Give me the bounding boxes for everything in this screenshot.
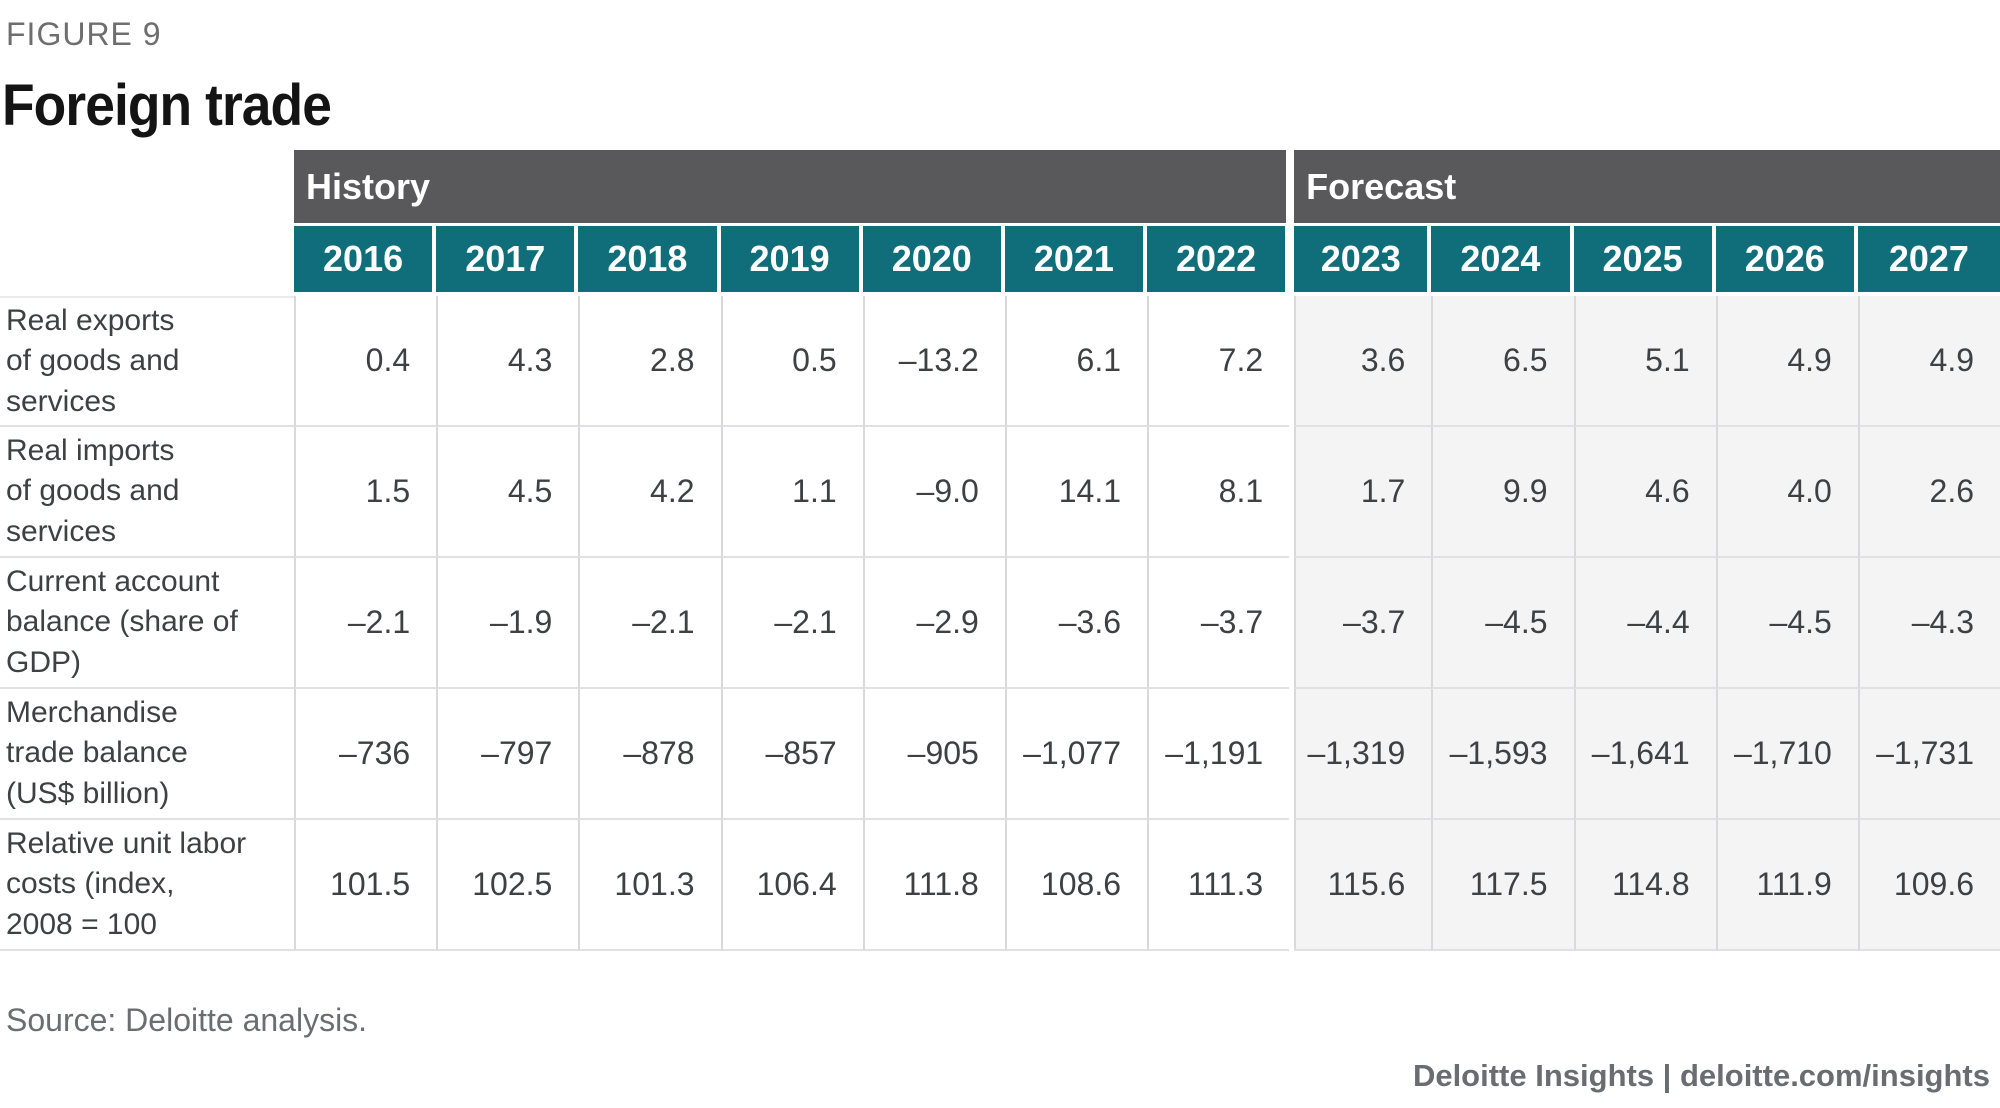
table-cell-2022: –3.7 — [1147, 558, 1290, 689]
table-cell-2021: 108.6 — [1004, 820, 1147, 951]
source-note: Source: Deloitte analysis. — [6, 1002, 368, 1038]
year-header-2025: 2025 — [1573, 226, 1712, 292]
foreign-trade-table: History Forecast 2016 2017 2018 2019 2020 2021 2… — [0, 150, 2000, 951]
table-cell-2016: –736 — [294, 689, 437, 820]
table-cell-2026: 4.9 — [1715, 296, 1858, 427]
table-cell-2016: –2.1 — [294, 558, 437, 689]
table-cell-2021: –1,077 — [1004, 689, 1147, 820]
table-cell-2024: 6.5 — [1431, 296, 1574, 427]
table-cell-2022: 8.1 — [1147, 427, 1290, 558]
table-cell-2018: 4.2 — [578, 427, 721, 558]
table-corner-spacer — [0, 150, 294, 223]
table-cell-2016: 1.5 — [294, 427, 437, 558]
table-cell-2018: –878 — [578, 689, 721, 820]
table-cell-2025: 114.8 — [1573, 820, 1716, 951]
table-cell-2025: 5.1 — [1573, 296, 1716, 427]
table-cell-2027: –1,731 — [1857, 689, 2000, 820]
table-cell-2021: 14.1 — [1004, 427, 1147, 558]
table-cell-2020: 111.8 — [862, 820, 1005, 951]
table-cell-2018: –2.1 — [578, 558, 721, 689]
table-cell-2023: –1,319 — [1294, 689, 1432, 820]
table-cell-2027: 109.6 — [1857, 820, 2000, 951]
table-cell-2019: 106.4 — [720, 820, 863, 951]
table-cell-2020: –9.0 — [862, 427, 1005, 558]
year-header-2020: 2020 — [862, 226, 1001, 292]
table-cell-2027: 2.6 — [1857, 427, 2000, 558]
table-cell-2025: –1,641 — [1573, 689, 1716, 820]
table-cell-2026: –1,710 — [1715, 689, 1858, 820]
table-cell-2023: 1.7 — [1294, 427, 1432, 558]
table-cell-2023: 115.6 — [1294, 820, 1432, 951]
table-cell-2019: –2.1 — [720, 558, 863, 689]
table-cell-2017: –797 — [436, 689, 579, 820]
table-cell-2018: 2.8 — [578, 296, 721, 427]
deloitte-insights-credit: Deloitte Insights | deloitte.com/insight… — [1412, 1058, 1990, 1093]
row-label: Merchandise trade balance (US$ billion) — [0, 689, 294, 820]
table-cell-2024: –1,593 — [1431, 689, 1574, 820]
table-cell-2021: 6.1 — [1004, 296, 1147, 427]
year-header-2023: 2023 — [1294, 226, 1428, 292]
figure-title: Foreign trade — [2, 73, 332, 138]
table-cell-2026: –4.5 — [1715, 558, 1858, 689]
year-header-2022: 2022 — [1147, 226, 1286, 292]
table-cell-2019: 1.1 — [720, 427, 863, 558]
year-header-2017: 2017 — [436, 226, 575, 292]
table-cell-2024: 9.9 — [1431, 427, 1574, 558]
row-label: Real imports of goods and services — [0, 427, 294, 558]
figure-number-label: FIGURE 9 — [6, 16, 162, 52]
table-cell-2023: –3.7 — [1294, 558, 1432, 689]
table-cell-2019: 0.5 — [720, 296, 863, 427]
table-cell-2024: 117.5 — [1431, 820, 1574, 951]
year-header-2021: 2021 — [1004, 226, 1143, 292]
table-cell-2026: 111.9 — [1715, 820, 1858, 951]
table-cell-2017: –1.9 — [436, 558, 579, 689]
table-cell-2020: –13.2 — [862, 296, 1005, 427]
year-header-2026: 2026 — [1715, 226, 1854, 292]
year-header-2018: 2018 — [578, 226, 717, 292]
table-cell-2017: 102.5 — [436, 820, 579, 951]
table-cell-2025: 4.6 — [1573, 427, 1716, 558]
section-header-history: History — [294, 150, 1287, 223]
table-cell-2022: 7.2 — [1147, 296, 1290, 427]
table-cell-2023: 3.6 — [1294, 296, 1432, 427]
table-cell-2020: –2.9 — [862, 558, 1005, 689]
table-cell-2017: 4.5 — [436, 427, 579, 558]
table-corner-spacer — [0, 223, 294, 296]
table-cell-2022: 111.3 — [1147, 820, 1290, 951]
table-cell-2016: 101.5 — [294, 820, 437, 951]
year-header-2024: 2024 — [1431, 226, 1570, 292]
table-cell-2019: –857 — [720, 689, 863, 820]
table-cell-2026: 4.0 — [1715, 427, 1858, 558]
table-cell-2024: –4.5 — [1431, 558, 1574, 689]
table-cell-2027: –4.3 — [1857, 558, 2000, 689]
year-header-2019: 2019 — [720, 226, 859, 292]
table-cell-2027: 4.9 — [1857, 296, 2000, 427]
row-label: Real exports of goods and services — [0, 296, 294, 427]
row-label: Relative unit labor costs (index, 2008 = 1… — [0, 820, 294, 951]
year-header-2027: 2027 — [1857, 226, 2000, 292]
table-cell-2025: –4.4 — [1573, 558, 1716, 689]
table-cell-2017: 4.3 — [436, 296, 579, 427]
row-label: Current account balance (share of GDP) — [0, 558, 294, 689]
table-cell-2016: 0.4 — [294, 296, 437, 427]
table-cell-2022: –1,191 — [1147, 689, 1290, 820]
table-cell-2018: 101.3 — [578, 820, 721, 951]
year-header-2016: 2016 — [294, 226, 433, 292]
table-cell-2020: –905 — [862, 689, 1005, 820]
section-header-forecast: Forecast — [1294, 150, 2000, 223]
table-cell-2021: –3.6 — [1004, 558, 1147, 689]
